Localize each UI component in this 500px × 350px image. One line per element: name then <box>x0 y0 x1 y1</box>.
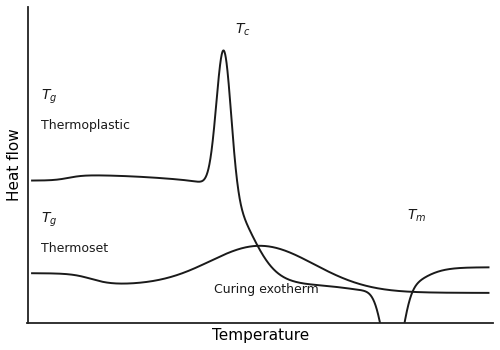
Text: Thermoplastic: Thermoplastic <box>42 119 130 132</box>
Text: $T_m$: $T_m$ <box>407 207 426 224</box>
Text: Curing exotherm: Curing exotherm <box>214 283 318 296</box>
Text: Thermoset: Thermoset <box>42 242 108 255</box>
Y-axis label: Heat flow: Heat flow <box>7 128 22 201</box>
X-axis label: Temperature: Temperature <box>212 328 309 343</box>
Text: $T_g$: $T_g$ <box>42 211 58 229</box>
Text: $T_g$: $T_g$ <box>42 88 58 106</box>
Text: $T_c$: $T_c$ <box>234 21 250 37</box>
